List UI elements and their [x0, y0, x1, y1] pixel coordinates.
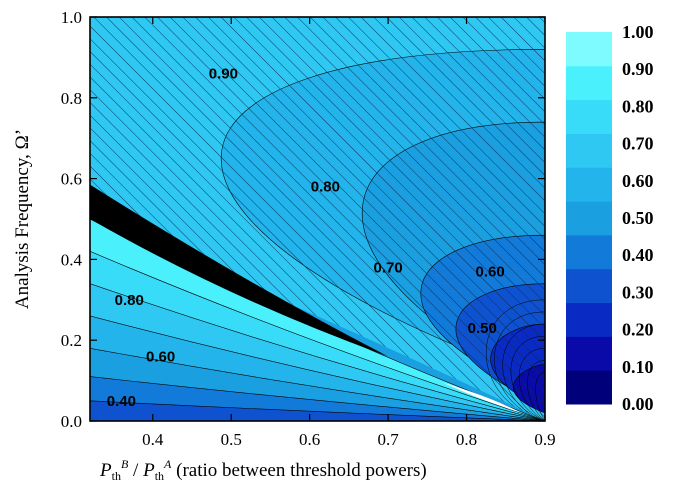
colorbar-segment — [566, 234, 612, 270]
colorbar-segment — [566, 268, 612, 304]
x-tick-label: 0.4 — [142, 430, 164, 449]
colorbar-segment — [566, 201, 612, 236]
contour-label: 0.90 — [209, 66, 238, 83]
colorbar-segment — [566, 336, 612, 371]
plot-frame — [89, 16, 546, 422]
x-tick-label: 0.9 — [534, 430, 555, 449]
colorbar-label: 0.90 — [622, 59, 654, 79]
y-tick-label: 1.0 — [61, 8, 82, 27]
colorbar-segment — [566, 370, 612, 405]
colorbar-segment — [566, 167, 612, 202]
contour-line — [527, 360, 545, 421]
y-tick-label: 0.2 — [61, 331, 82, 350]
contour-label: 0.80 — [115, 292, 144, 309]
contour-label: 0.50 — [468, 320, 497, 337]
colorbar-label: 0.50 — [622, 208, 654, 228]
x-tick-label: 0.7 — [377, 430, 399, 449]
colorbar-segment — [566, 32, 612, 67]
colorbar: 1.00 0.90 0.80 0.70 0.60 0.50 0.40 0.30 0.20 0.10… — [566, 22, 654, 414]
y-tick-label: 0.4 — [61, 250, 83, 269]
colorbar-label: 0.20 — [622, 320, 654, 340]
colorbar-label: 0.10 — [622, 357, 654, 377]
x-axis-ticks: 0.4 0.5 0.6 0.7 0.8 0.9 — [142, 17, 556, 449]
colorbar-segment — [566, 133, 612, 168]
y-axis-label: Analysis Frequency, Ω’ — [12, 129, 33, 309]
y-tick-label: 0.8 — [61, 89, 82, 108]
colorbar-label: 0.70 — [622, 134, 654, 154]
y-tick-label: 0.6 — [61, 170, 82, 189]
lower-region-bands — [90, 218, 545, 421]
white-sliver — [443, 382, 522, 413]
upper-contour-labels: 0.90 0.80 0.70 0.60 0.50 — [209, 66, 505, 338]
colorbar-segment — [566, 65, 612, 101]
x-axis-label: PthB / PthA (ratio between threshold pow… — [99, 457, 427, 483]
colorbar-label: 0.40 — [622, 245, 654, 265]
contour-line — [535, 372, 545, 421]
colorbar-label: 0.80 — [622, 96, 654, 116]
contour-label: 0.60 — [475, 264, 504, 281]
colorbar-label: 0.30 — [622, 282, 654, 302]
x-tick-label: 0.6 — [299, 430, 320, 449]
colorbar-segment — [566, 302, 612, 337]
y-axis-ticks: 0.0 0.2 0.4 0.6 0.8 1.0 — [61, 8, 545, 431]
lower-band — [90, 400, 545, 421]
contour-label: 0.80 — [311, 179, 340, 196]
colorbar-label: 0.00 — [622, 394, 654, 414]
lower-contour-labels: 0.80 0.60 0.40 — [107, 292, 175, 410]
y-tick-label: 0.0 — [61, 412, 82, 431]
x-tick-label: 0.5 — [221, 430, 242, 449]
colorbar-label: 0.60 — [622, 171, 654, 191]
contour-label: 0.70 — [374, 259, 403, 276]
colorbar-segment — [566, 99, 612, 134]
colorbar-label: 1.00 — [622, 22, 654, 42]
contour-label: 0.40 — [107, 393, 136, 410]
contour-label: 0.60 — [146, 348, 175, 365]
x-tick-label: 0.8 — [456, 430, 477, 449]
